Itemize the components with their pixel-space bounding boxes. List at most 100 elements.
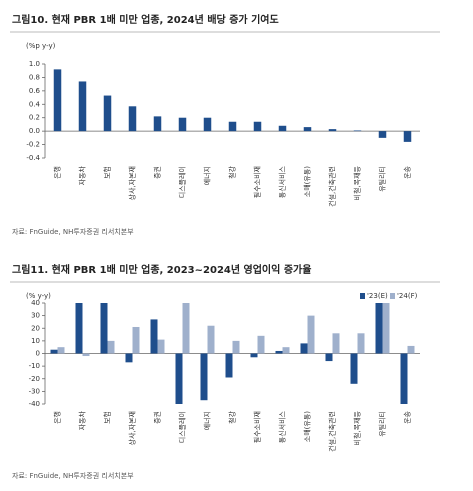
bar <box>57 347 65 354</box>
x-tick-label: 보험 <box>104 166 112 179</box>
x-tick-label: 보험 <box>104 411 112 424</box>
bar <box>403 131 412 142</box>
bar <box>382 303 390 354</box>
x-tick-label: 증권 <box>154 411 162 424</box>
x-tick-label: 운송 <box>404 165 412 178</box>
bar <box>128 106 137 132</box>
x-tick-label: 건설,건축관련 <box>328 411 337 452</box>
bar <box>225 353 233 378</box>
y-axis-label: (%p y-y) <box>26 42 56 50</box>
bar <box>375 303 383 354</box>
bar <box>157 339 165 354</box>
bar <box>53 69 62 132</box>
y-tick-label: 1.0 <box>29 60 40 68</box>
bar <box>400 353 408 404</box>
x-tick-label: 통신서비스 <box>278 165 287 198</box>
bar <box>232 340 240 354</box>
x-tick-label: 자동차 <box>78 165 87 185</box>
bar <box>207 325 215 354</box>
chart-title: 그림10. 현재 PBR 1배 미만 업종, 2024년 배당 증가 기여도 <box>12 13 279 26</box>
x-tick-label: 자동차 <box>78 410 87 430</box>
bar <box>407 345 415 354</box>
x-tick-label: 에너지 <box>203 411 212 430</box>
bar <box>175 353 183 404</box>
source: 자료: FnGuide, NH투자증권 리서치본부 <box>12 227 134 236</box>
bar <box>328 129 337 132</box>
x-tick-label: 건설,건축관련 <box>328 166 337 207</box>
x-tick-label: 통신서비스 <box>278 410 287 443</box>
bar <box>275 350 283 354</box>
source: 자료: FnGuide, NH투자증권 리서치본부 <box>12 471 134 480</box>
y-tick-label: 20 <box>31 324 40 332</box>
bar <box>103 95 112 132</box>
y-tick-label: 0.0 <box>29 127 40 135</box>
x-tick-label: 소매(유통) <box>304 166 312 197</box>
bar <box>78 81 87 132</box>
x-tick-label: 유틸리티 <box>378 411 387 437</box>
bar <box>203 117 212 132</box>
y-tick-label: -0.4 <box>26 154 40 162</box>
x-tick-label: 증권 <box>154 166 162 179</box>
legend-label: '23(E) <box>367 292 388 300</box>
chart-title: 그림11. 현재 PBR 1배 미만 업종, 2023~2024년 영업이익 증… <box>12 263 311 276</box>
bar <box>150 319 158 354</box>
bar <box>82 353 90 357</box>
x-tick-label: 유틸리티 <box>378 166 387 192</box>
bar <box>250 353 258 358</box>
bar <box>253 121 262 132</box>
bar <box>132 326 140 354</box>
y-tick-label: -30 <box>29 387 40 395</box>
x-tick-label: 상사,자본재 <box>128 411 137 445</box>
y-tick-label: -40 <box>29 400 40 408</box>
y-tick-label: 10 <box>31 337 40 345</box>
bar <box>100 303 108 354</box>
x-tick-label: 에너지 <box>203 166 212 185</box>
bar <box>200 353 208 401</box>
y-tick-label: 0 <box>36 350 40 358</box>
bar <box>75 303 83 354</box>
y-tick-label: -20 <box>29 375 40 383</box>
y-tick-label: 0.2 <box>29 114 40 122</box>
y-tick-label: 40 <box>31 299 40 307</box>
bar <box>50 349 58 354</box>
x-tick-label: 은행 <box>53 166 62 179</box>
bar <box>332 333 340 354</box>
y-tick-label: -0.2 <box>26 141 40 149</box>
bar <box>228 121 237 132</box>
legend-swatch <box>390 293 395 299</box>
y-tick-label: -10 <box>29 362 40 370</box>
legend-label: '24(F) <box>397 292 418 300</box>
x-tick-label: 소매(유통) <box>304 411 312 442</box>
y-tick-label: 30 <box>31 312 40 320</box>
y-tick-label: 0.6 <box>29 87 41 95</box>
bar <box>357 333 365 354</box>
x-tick-label: 철강 <box>228 410 237 423</box>
x-tick-label: 철강 <box>228 165 237 178</box>
bar <box>325 353 333 362</box>
bar <box>353 130 362 132</box>
bar <box>300 343 308 354</box>
x-tick-label: 필수소비재 <box>253 166 262 198</box>
x-tick-label: 은행 <box>53 411 62 424</box>
bar <box>107 340 115 354</box>
bar <box>307 315 315 354</box>
bar <box>182 303 190 354</box>
bar <box>378 131 387 138</box>
bar <box>278 125 287 132</box>
bar <box>303 127 312 132</box>
x-tick-label: 디스플레이 <box>178 411 187 443</box>
bar <box>125 353 133 363</box>
bar <box>178 117 187 132</box>
x-tick-label: 필수소비재 <box>253 411 262 443</box>
x-tick-label: 상사,자본재 <box>128 166 137 200</box>
x-tick-label: 비철,목재등 <box>353 165 362 200</box>
y-axis-label: (% y-y) <box>26 292 51 300</box>
x-tick-label: 운송 <box>404 410 412 423</box>
x-tick-label: 디스플레이 <box>178 166 187 198</box>
bar <box>153 116 162 132</box>
bar <box>350 353 358 384</box>
y-tick-label: 0.4 <box>29 100 41 108</box>
bar <box>282 347 290 354</box>
legend-swatch <box>360 293 365 299</box>
